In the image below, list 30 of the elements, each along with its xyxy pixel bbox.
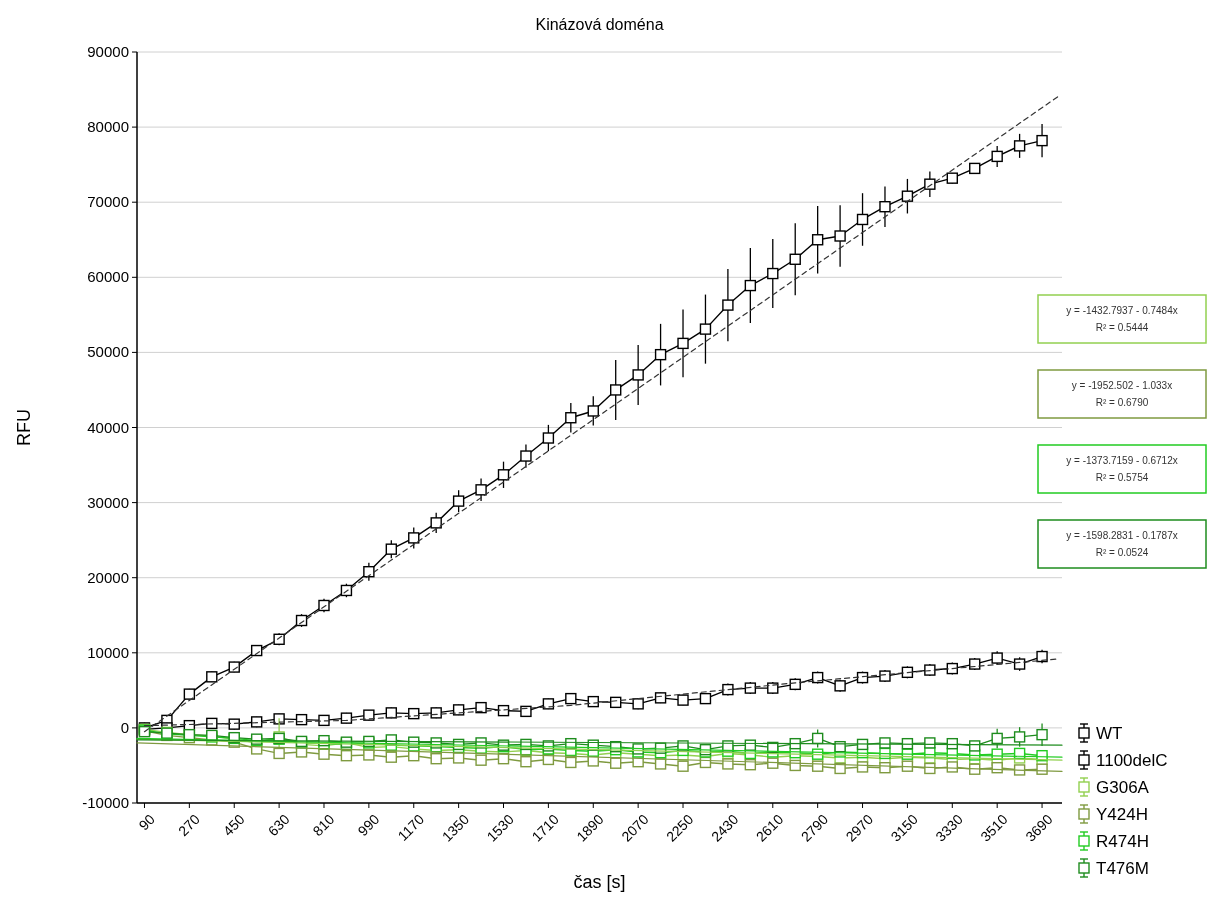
x-tick-label: 810 xyxy=(309,811,338,839)
y-tick-label: 10000 xyxy=(87,643,129,661)
y-tick-label: 30000 xyxy=(87,493,129,511)
y-tick-label: -10000 xyxy=(82,794,129,811)
x-tick-label: 630 xyxy=(264,811,293,839)
x-axis-title: čas [s] xyxy=(573,872,626,892)
text: y = -1598.2831 - 0.1787x R² = 0.0524 xyxy=(1066,530,1178,558)
y-tick-label: 20000 xyxy=(87,568,129,586)
legend-label: R474H xyxy=(1096,832,1149,851)
y-tick-label: 0 xyxy=(120,718,129,736)
y-axis-title: RFU xyxy=(14,409,34,446)
x-tick-label: 270 xyxy=(175,811,203,839)
text: y = -1952.502 - 1.033x R² = 0.6790 xyxy=(1071,380,1173,408)
y-tick-label: 40000 xyxy=(87,418,129,436)
legend-label: G306A xyxy=(1096,778,1150,797)
legend-label: 1100delC xyxy=(1096,751,1168,770)
y-tick-label: 60000 xyxy=(87,268,129,286)
text: y = -1373.7159 - 0.6712x R² = 0.5754 xyxy=(1066,455,1178,483)
legend-label: T476M xyxy=(1096,859,1149,878)
chart-title: Kinázová doména xyxy=(535,16,664,33)
y-tick-label: 70000 xyxy=(87,193,129,211)
text: y = -1432.7937 - 0.7484x R² = 0.5444 xyxy=(1066,305,1178,333)
legend-label: WT xyxy=(1096,724,1123,743)
y-tick-label: 90000 xyxy=(87,43,129,60)
y-tick-label: 50000 xyxy=(87,343,129,361)
x-tick-label: 90 xyxy=(135,811,159,834)
legend-label: Y424H xyxy=(1096,805,1148,824)
x-tick-label: 450 xyxy=(219,811,248,839)
y-tick-label: 80000 xyxy=(87,118,129,136)
x-tick-label: 990 xyxy=(354,811,383,839)
